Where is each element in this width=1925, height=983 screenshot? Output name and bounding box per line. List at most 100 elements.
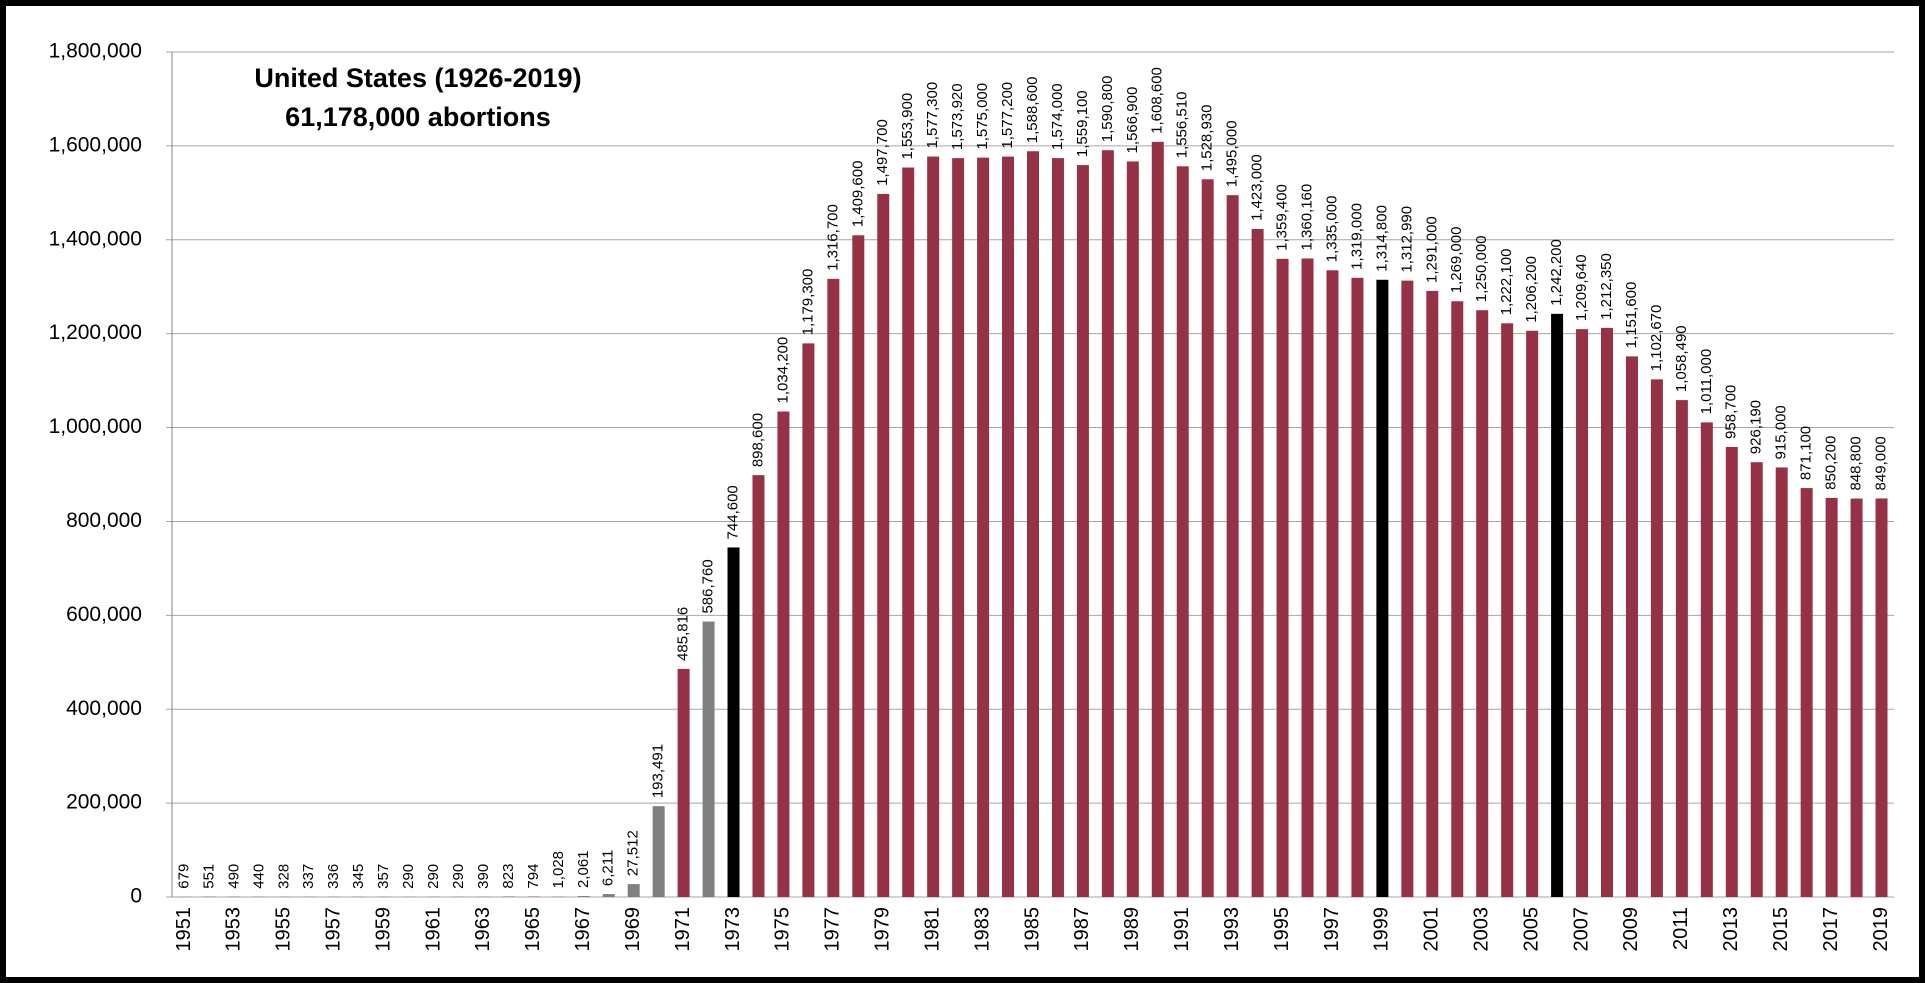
- bar: [1601, 327, 1613, 897]
- value-label: 2,061: [575, 850, 592, 888]
- x-tick-label: 1977: [822, 907, 844, 952]
- value-label: 1,590,800: [1099, 75, 1116, 142]
- bar: [1451, 301, 1464, 897]
- bar: [1750, 462, 1763, 897]
- bar: [1002, 156, 1015, 897]
- x-tick-label: 1985: [1021, 907, 1043, 952]
- y-tick-label: 600,000: [66, 603, 142, 626]
- bar: [777, 411, 790, 897]
- y-tick-label: 400,000: [66, 697, 142, 720]
- bar: [1700, 422, 1713, 897]
- value-label: 1,250,000: [1473, 235, 1490, 302]
- x-tick-label: 1963: [472, 907, 494, 952]
- x-tick-label: 1957: [322, 907, 344, 952]
- value-label: 1,559,100: [1074, 90, 1091, 157]
- value-label: 1,360,160: [1298, 184, 1315, 251]
- value-label: 1,577,300: [924, 82, 941, 149]
- value-label: 1,573,920: [949, 83, 966, 150]
- value-label: 871,100: [1798, 426, 1815, 480]
- bar: [1825, 497, 1838, 897]
- bar: [1076, 165, 1089, 897]
- value-label: 390: [475, 864, 492, 889]
- value-label: 1,574,000: [1049, 83, 1066, 150]
- x-tick-label: 1999: [1371, 907, 1393, 952]
- x-tick-label: 1971: [672, 907, 694, 952]
- value-label: 193,491: [650, 744, 667, 798]
- value-label: 1,312,990: [1398, 206, 1415, 273]
- value-label: 1,209,640: [1573, 254, 1590, 321]
- value-label: 1,528,930: [1199, 105, 1216, 172]
- bar: [1276, 258, 1289, 897]
- bar: [1476, 310, 1489, 897]
- x-tick-label: 1997: [1321, 907, 1343, 952]
- value-label: 1,497,700: [874, 119, 891, 186]
- bar: [602, 894, 615, 897]
- value-label: 1,179,300: [799, 269, 816, 336]
- chart-subtitle: 61,178,000 abortions: [285, 102, 551, 132]
- bar: [652, 806, 665, 897]
- x-tick-label: 2009: [1620, 907, 1642, 952]
- value-label: 849,000: [1872, 436, 1889, 490]
- x-tick-label: 2001: [1421, 907, 1443, 952]
- value-label: 848,800: [1848, 436, 1865, 490]
- y-tick-label: 1,200,000: [49, 321, 142, 344]
- value-label: 1,575,000: [974, 83, 991, 150]
- bar: [1775, 467, 1788, 897]
- y-tick-label: 200,000: [66, 791, 142, 814]
- x-tick-label: 1955: [273, 907, 295, 952]
- value-label: 290: [425, 864, 442, 889]
- bar: [827, 278, 840, 897]
- bar: [627, 884, 640, 897]
- bar: [1226, 195, 1239, 898]
- bar: [852, 235, 865, 897]
- x-tick-label: 1965: [522, 907, 544, 952]
- y-tick-label: 800,000: [66, 509, 142, 532]
- value-label: 1,566,900: [1124, 87, 1141, 154]
- value-label: 1,319,000: [1348, 203, 1365, 270]
- bar: [1301, 258, 1314, 897]
- bar: [1551, 313, 1564, 898]
- x-tick-label: 1953: [223, 907, 245, 952]
- value-label: 850,200: [1823, 436, 1840, 490]
- y-tick-label: 1,600,000: [49, 133, 142, 156]
- x-tick-label: 1995: [1271, 907, 1293, 952]
- x-tick-label: 1987: [1071, 907, 1093, 952]
- value-label: 823: [500, 864, 517, 889]
- y-tick-label: 1,800,000: [49, 40, 142, 63]
- bar: [1800, 488, 1813, 897]
- x-tick-label: 1993: [1221, 907, 1243, 952]
- value-label: 337: [300, 864, 317, 889]
- bar: [977, 157, 990, 897]
- value-label: 1,577,200: [999, 82, 1016, 149]
- value-label: 586,760: [700, 559, 717, 613]
- bar: [1725, 446, 1738, 897]
- value-label: 794: [525, 864, 542, 889]
- bar: [1126, 161, 1139, 898]
- bar: [1650, 379, 1663, 898]
- bar: [1051, 158, 1064, 897]
- chart-title: United States (1926-2019): [254, 63, 581, 93]
- value-label: 1,222,100: [1498, 249, 1515, 316]
- value-label: 744,600: [724, 485, 741, 539]
- bar: [1850, 498, 1863, 897]
- bar: [902, 167, 915, 897]
- x-tick-label: 1959: [372, 907, 394, 952]
- bar: [1351, 277, 1364, 898]
- bar: [727, 547, 740, 897]
- bar: [927, 156, 940, 897]
- value-label: 1,058,490: [1673, 325, 1690, 392]
- value-label: 490: [225, 864, 242, 889]
- x-tick-label: 1973: [722, 907, 744, 952]
- value-label: 1,608,600: [1149, 67, 1166, 134]
- x-tick-label: 1951: [173, 907, 195, 952]
- value-label: 926,190: [1748, 400, 1765, 454]
- bar: [702, 621, 715, 897]
- value-label: 1,314,800: [1373, 205, 1390, 272]
- value-label: 290: [450, 864, 467, 889]
- value-label: 440: [250, 864, 267, 889]
- value-label: 27,512: [625, 830, 642, 876]
- value-label: 6,211: [600, 850, 617, 886]
- bar: [1027, 151, 1039, 898]
- value-label: 1,553,900: [899, 93, 916, 160]
- x-tick-label: 1961: [422, 907, 444, 952]
